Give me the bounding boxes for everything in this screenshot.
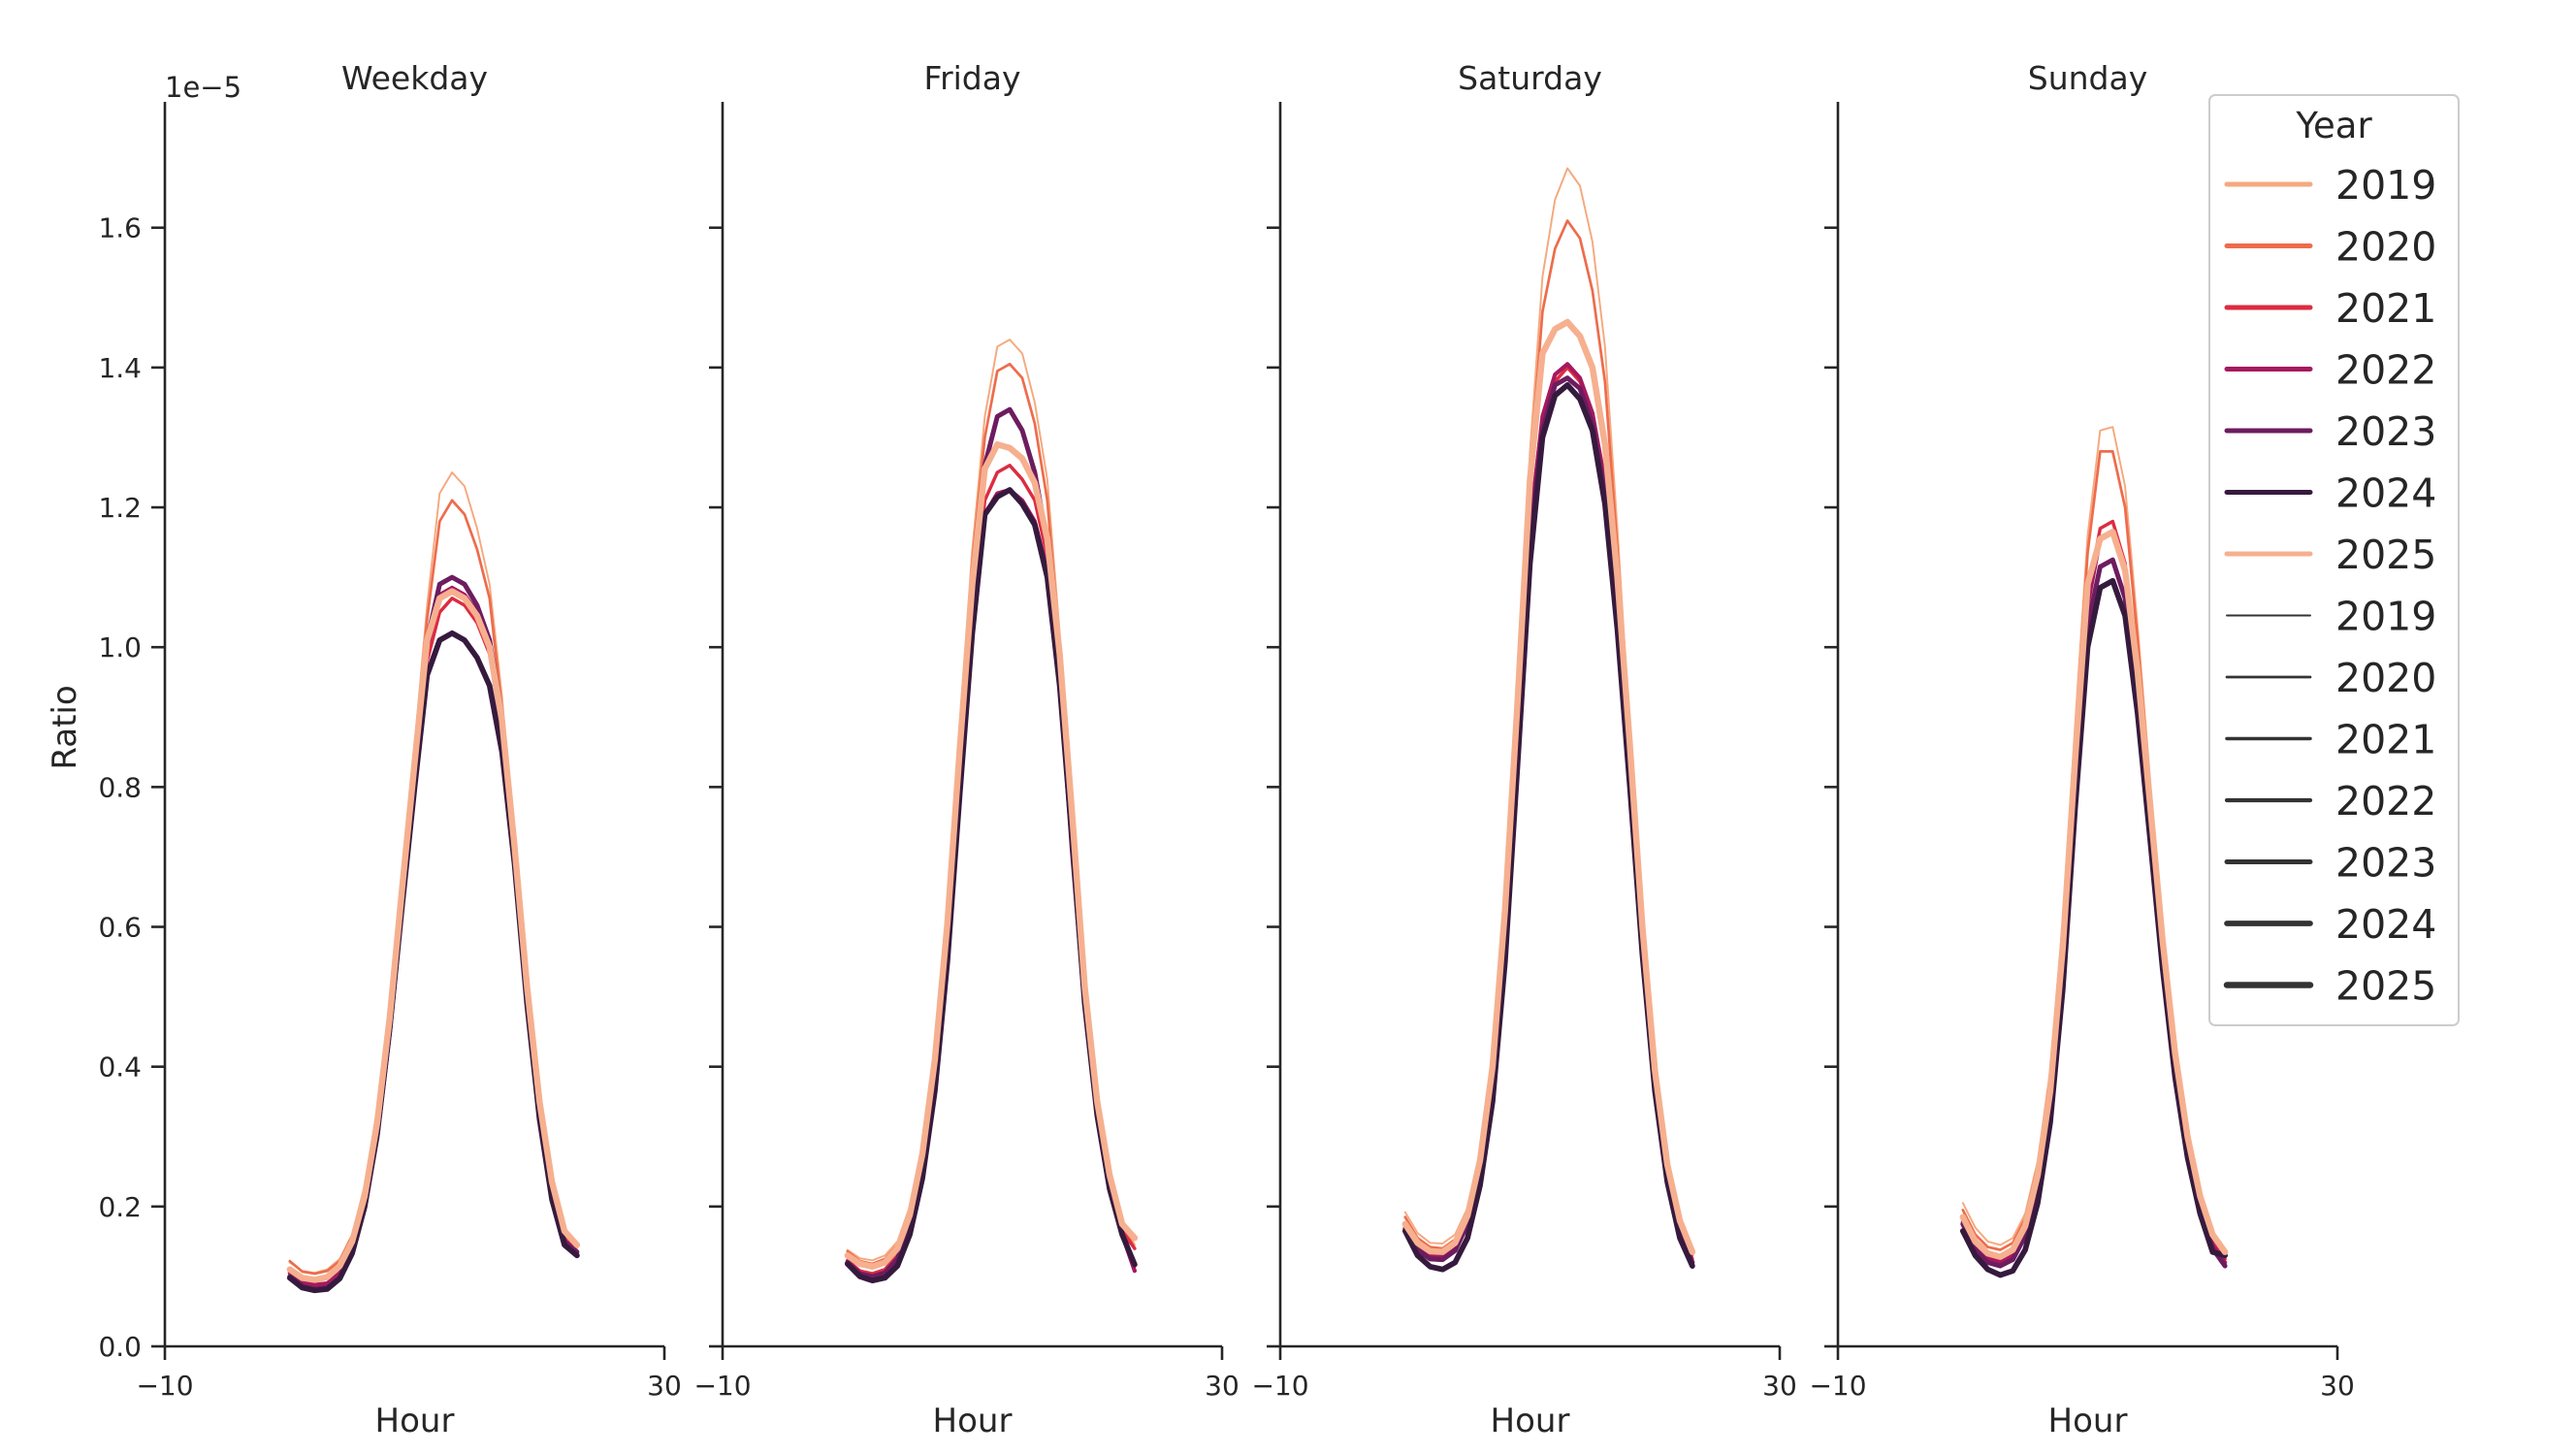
series-line-2022	[287, 585, 580, 1287]
legend-size-label-2020: 2020	[2335, 655, 2436, 701]
legend-label-2021: 2021	[2335, 285, 2436, 332]
y-tick-label: 1.4	[98, 352, 142, 384]
x-tick-label: −10	[136, 1370, 193, 1402]
series-line-2025	[844, 440, 1139, 1271]
series-line-2025	[1401, 318, 1696, 1255]
facet-panel-friday: Friday −10 30 Hour	[693, 59, 1239, 1440]
y-axis-label: Ratio	[46, 685, 84, 769]
legend-label-2020: 2020	[2335, 224, 2436, 271]
series-line-2021	[846, 464, 1137, 1276]
x-tick-label: 30	[2320, 1370, 2355, 1402]
y-tick-label: 0.6	[98, 912, 142, 944]
legend-label-2025: 2025	[2335, 532, 2436, 578]
legend-size-label-2023: 2023	[2335, 840, 2436, 887]
legend: Year 2019 2020 2021 2022 2023 2024 2025 2019 2020…	[2208, 94, 2460, 1026]
series-line-2022	[845, 487, 1138, 1279]
y-tick-label: 0.4	[98, 1051, 142, 1083]
x-tick-label: 30	[1205, 1370, 1240, 1402]
y-tick-label: 1.0	[98, 631, 142, 663]
legend-frame	[2208, 94, 2460, 1026]
x-tick-label: −10	[1251, 1370, 1308, 1402]
series-line-2023	[1402, 375, 1695, 1265]
legend-title: Year	[2295, 105, 2372, 146]
y-tick-label: 0.0	[98, 1331, 142, 1363]
x-axis-label: Hour	[1491, 1402, 1570, 1440]
series-line-2024	[844, 487, 1138, 1284]
series-line-2019	[288, 471, 578, 1275]
x-tick-label: −10	[1809, 1370, 1866, 1402]
facet-panel-weekday: Weekday 0.0 0.2 0.4 0.6 0.8 1.0 1.2 1.4 1.6 −10 30 H…	[98, 59, 681, 1440]
series-line-2024	[1959, 577, 2228, 1278]
legend-size-label-2024: 2024	[2335, 901, 2436, 948]
series-line-2019	[1403, 167, 1693, 1253]
series-line-2024	[1401, 382, 1695, 1273]
x-tick-label: 30	[647, 1370, 682, 1402]
facet-panel-saturday: Saturday −10 30 Hour	[1251, 59, 1796, 1440]
legend-label-2019: 2019	[2335, 162, 2436, 209]
legend-label-2023: 2023	[2335, 408, 2436, 455]
series-line-2023	[845, 406, 1138, 1279]
facet-panel-sunday: Sunday −10 30 Hour	[1809, 59, 2354, 1440]
x-axis-label: Hour	[2048, 1402, 2128, 1440]
y-tick-label: 1.6	[98, 212, 142, 244]
legend-size-label-2025: 2025	[2335, 963, 2436, 1010]
series-line-2021	[288, 597, 579, 1287]
legend-size-label-2019: 2019	[2335, 594, 2436, 640]
legend-size-label-2021: 2021	[2335, 717, 2436, 763]
series-line-2020	[846, 362, 1137, 1266]
panel-title-friday: Friday	[923, 59, 1020, 97]
series-line-2024	[286, 630, 580, 1294]
series-line-2025	[286, 588, 581, 1283]
panel-title-sunday: Sunday	[2028, 59, 2147, 97]
series-line-2019	[846, 339, 1136, 1262]
series-line-2023	[287, 574, 580, 1292]
y-tick-label: 0.2	[98, 1191, 142, 1223]
legend-label-2022: 2022	[2335, 347, 2436, 394]
y-tick-label: 1.2	[98, 492, 142, 524]
series-line-2025	[1959, 529, 2229, 1260]
series-line-2021	[1403, 366, 1694, 1261]
legend-size-label-2022: 2022	[2335, 778, 2436, 824]
series-line-2020	[1403, 219, 1694, 1257]
panel-title-weekday: Weekday	[341, 59, 488, 97]
panel-title-saturday: Saturday	[1458, 59, 1602, 97]
facet-panels: Weekday 0.0 0.2 0.4 0.6 0.8 1.0 1.2 1.4 1.6 −10 30 H…	[98, 59, 2354, 1440]
y-tick-label: 0.8	[98, 771, 142, 803]
y-axis-multiplier: 1e−5	[165, 71, 242, 104]
legend-label-2024: 2024	[2335, 470, 2436, 517]
x-axis-label: Hour	[375, 1402, 455, 1440]
x-axis-label: Hour	[933, 1402, 1013, 1440]
x-tick-label: −10	[693, 1370, 751, 1402]
series-line-2022	[1402, 362, 1695, 1265]
x-tick-label: 30	[1762, 1370, 1797, 1402]
